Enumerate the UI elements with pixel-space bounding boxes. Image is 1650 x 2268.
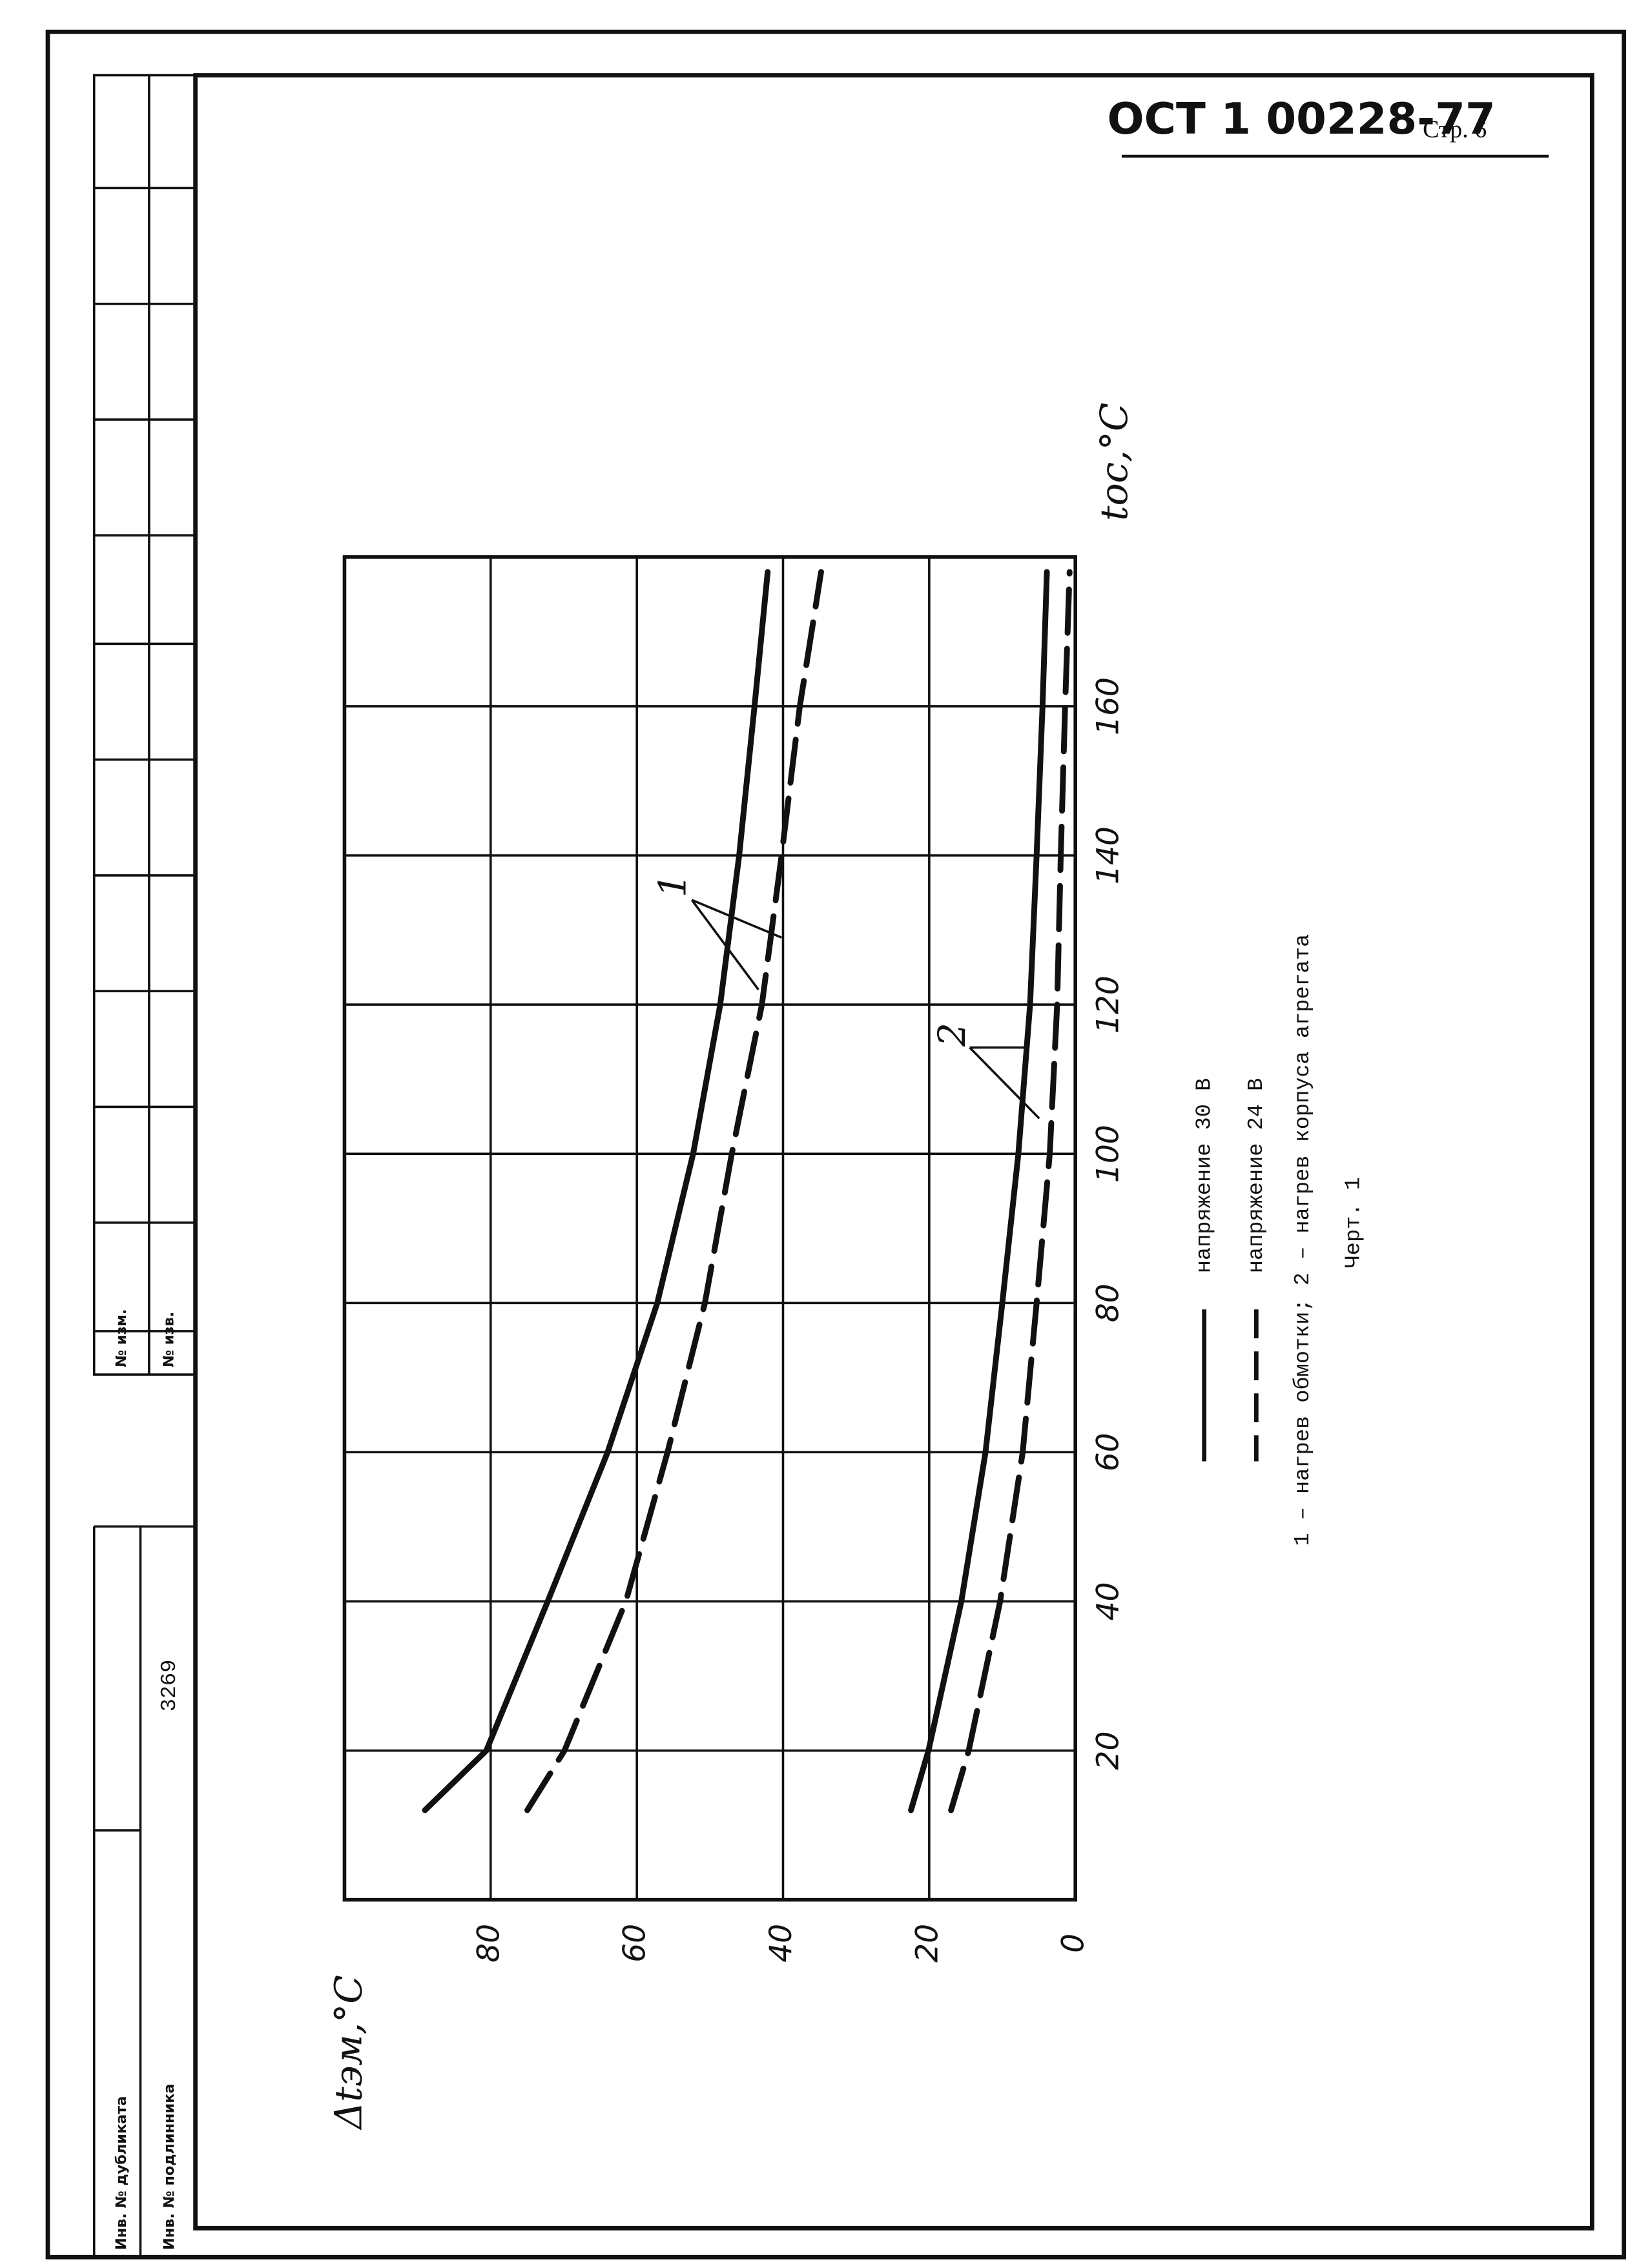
leader bbox=[969, 1046, 1040, 1119]
x-tick-label: 60 bbox=[1091, 1433, 1126, 1471]
curve bbox=[948, 569, 1073, 1813]
stamp-notice: № изв. bbox=[161, 1312, 178, 1367]
curve-label: 1 bbox=[651, 873, 695, 897]
y-tick-label: 0 bbox=[1056, 1934, 1091, 1953]
leader bbox=[690, 899, 782, 991]
y-axis-label: Δtэм,°C bbox=[327, 1975, 371, 2130]
x-tick-label: 160 bbox=[1091, 677, 1126, 735]
x-tick-label: 100 bbox=[1091, 1125, 1126, 1183]
stamp-duplicate: Инв. № дубликата bbox=[113, 2096, 130, 2250]
x-tick-label: 140 bbox=[1091, 826, 1126, 884]
y-tick-label: 60 bbox=[617, 1924, 653, 1963]
caption: 1 – нагрев обмотки; 2 – нагрев корпуса а… bbox=[1291, 934, 1315, 1546]
x-tick-label: 40 bbox=[1091, 1582, 1126, 1621]
legend-label: напряжение 30 В bbox=[1193, 1078, 1217, 1274]
x-axis-label: tос,°C bbox=[1092, 403, 1136, 521]
stamp-original-number: 3269 bbox=[158, 1660, 182, 1712]
stamp-box bbox=[92, 74, 197, 1376]
figure-label: Черт. 1 bbox=[1341, 1177, 1366, 1268]
x-tick-label: 80 bbox=[1091, 1283, 1126, 1322]
y-tick-label: 20 bbox=[909, 1924, 945, 1963]
outer-frame bbox=[45, 29, 1626, 2260]
y-tick-label: 80 bbox=[471, 1924, 506, 1963]
stamp-rows bbox=[94, 187, 196, 1333]
x-tick-label: 20 bbox=[1091, 1732, 1126, 1770]
curve bbox=[908, 569, 1050, 1813]
x-tick-label: 120 bbox=[1091, 976, 1126, 1034]
curve-label: 2 bbox=[930, 1023, 974, 1047]
stamp-lower bbox=[92, 1525, 196, 2258]
curve bbox=[524, 569, 824, 1813]
page-number: Стр. 6 bbox=[1423, 116, 1487, 143]
curve bbox=[422, 569, 771, 1813]
y-tick-label: 40 bbox=[763, 1924, 799, 1963]
stamp-column bbox=[92, 74, 197, 2258]
stamp-original: Инв. № подлинника bbox=[161, 2083, 178, 2250]
plot-area bbox=[342, 555, 1078, 1902]
inner-frame bbox=[193, 73, 1594, 2231]
legend-label: напряжение 24 В bbox=[1244, 1078, 1269, 1274]
document-code: ОСТ 1 00228-77 bbox=[1108, 94, 1496, 144]
stamp-change: № изм. bbox=[113, 1309, 130, 1367]
